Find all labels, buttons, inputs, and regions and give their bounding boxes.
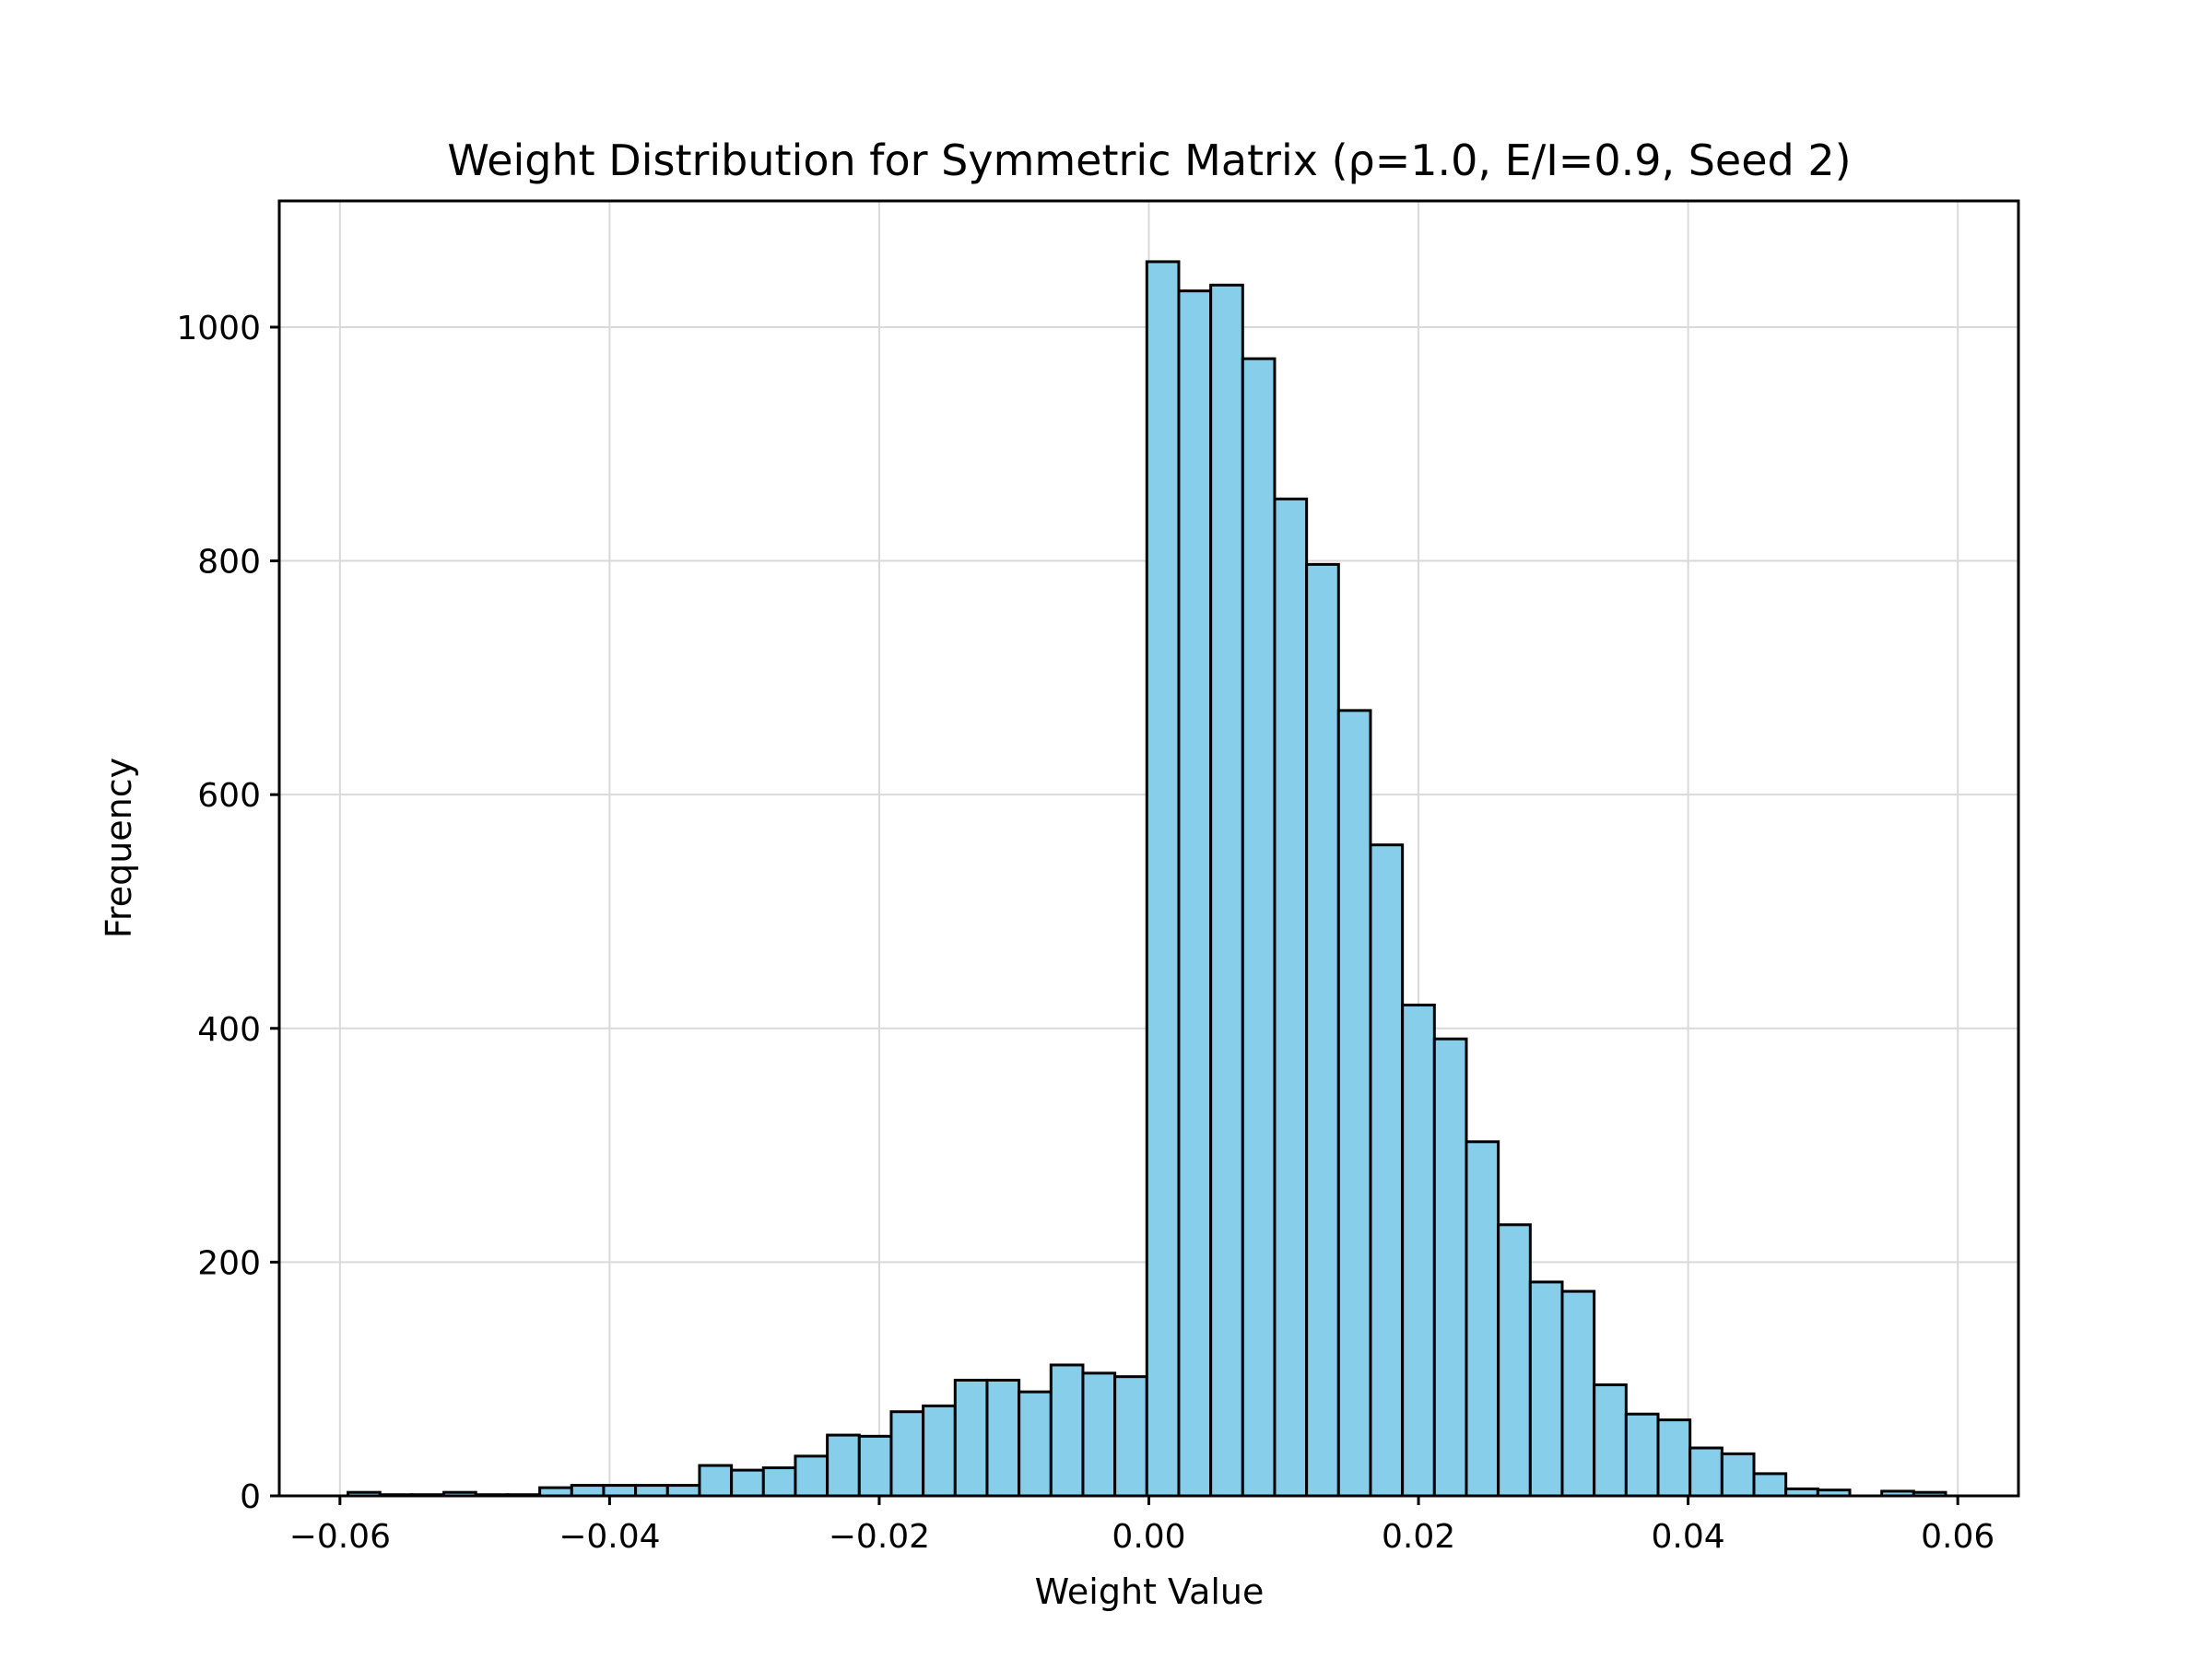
- histogram-bar: [922, 1404, 957, 1498]
- histogram-bar: [1081, 1371, 1117, 1498]
- x-tick-label: −0.02: [829, 1518, 930, 1556]
- x-axis-label: Weight Value: [1035, 1571, 1265, 1612]
- histogram-bar: [1177, 289, 1213, 1498]
- x-tick-label: −0.04: [559, 1518, 660, 1556]
- histogram-bar: [1528, 1280, 1564, 1498]
- histogram-bar: [1049, 1363, 1085, 1498]
- histogram-bar: [730, 1468, 765, 1498]
- y-tick-label: 600: [197, 777, 261, 815]
- x-tick-label: 0.06: [1921, 1518, 1994, 1556]
- histogram-bar: [794, 1454, 830, 1498]
- histogram-bar: [665, 1484, 701, 1498]
- histogram-bar: [1113, 1375, 1148, 1498]
- histogram-bar: [1305, 562, 1340, 1498]
- histogram-bar: [857, 1434, 893, 1498]
- histogram-bar: [570, 1484, 606, 1498]
- histogram-bar: [953, 1378, 989, 1498]
- y-tick-label: 200: [197, 1244, 261, 1282]
- histogram-bar: [1752, 1472, 1788, 1498]
- histogram-bar: [634, 1484, 669, 1498]
- histogram-bar: [1688, 1446, 1724, 1498]
- histogram-bar: [602, 1484, 638, 1498]
- histogram-bar: [1720, 1452, 1756, 1498]
- histogram-bar: [1209, 283, 1244, 1498]
- histogram-bar: [698, 1464, 734, 1498]
- histogram-bar: [1656, 1418, 1692, 1498]
- histogram-bar: [1560, 1289, 1596, 1498]
- histogram-bar: [1145, 260, 1181, 1498]
- chart-title: Weight Distribution for Symmetric Matrix…: [447, 135, 1851, 185]
- y-tick-label: 400: [197, 1011, 261, 1049]
- y-tick-label: 800: [197, 544, 261, 582]
- histogram-bar: [1432, 1037, 1468, 1498]
- histogram-bar: [1273, 497, 1309, 1498]
- y-tick-label: 1000: [176, 310, 261, 347]
- histogram-bar: [761, 1466, 797, 1498]
- histogram-bar: [1336, 709, 1372, 1498]
- histogram-bar: [1401, 1003, 1436, 1498]
- histogram-bar: [985, 1378, 1021, 1498]
- y-axis-label: Frequency: [99, 758, 139, 938]
- x-tick-label: 0.04: [1652, 1518, 1725, 1556]
- axis-ticks: −0.06 −0.04 −0.02 0.00 0.02 0.04 0.06 0 200 400 60…: [176, 310, 1994, 1556]
- x-tick-label: 0.00: [1112, 1518, 1185, 1556]
- histogram-bar: [1241, 357, 1277, 1498]
- histogram-bar: [889, 1410, 925, 1498]
- histogram-bar: [1497, 1223, 1532, 1498]
- histogram-bar: [1465, 1140, 1500, 1498]
- histogram-bar: [826, 1433, 861, 1498]
- y-tick-label: 0: [240, 1478, 261, 1516]
- histogram-bar: [1624, 1412, 1660, 1498]
- x-tick-label: 0.02: [1382, 1518, 1455, 1556]
- histogram-bars: [347, 260, 1947, 1498]
- histogram-bar: [1018, 1390, 1053, 1498]
- histogram-bar: [1593, 1383, 1628, 1498]
- histogram-bar: [1369, 843, 1405, 1498]
- x-tick-label: −0.06: [289, 1518, 391, 1556]
